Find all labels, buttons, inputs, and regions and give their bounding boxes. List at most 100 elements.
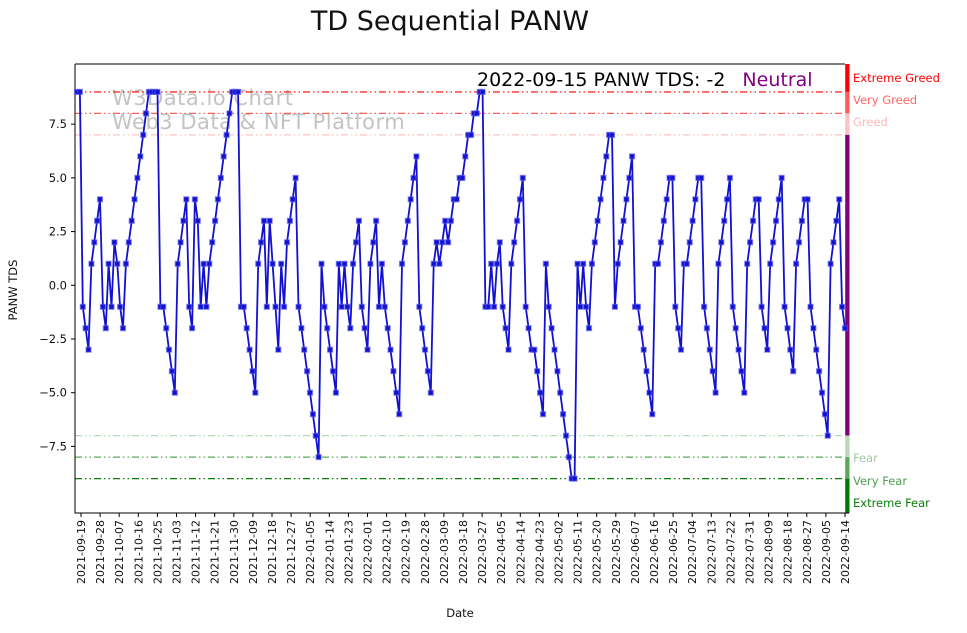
data-point-marker (692, 196, 699, 203)
data-point-marker (421, 346, 429, 353)
x-tick-label: 2021-11-30 (228, 520, 241, 584)
data-point-marker (430, 260, 437, 267)
x-axis-label: Date (446, 606, 474, 620)
data-point-marker (721, 217, 728, 224)
data-point-marker (813, 346, 820, 353)
x-tick-label: 2022-08-18 (782, 520, 795, 584)
x-tick-label: 2022-07-31 (744, 520, 757, 584)
zone-label-extreme-fear: Extreme Fear (853, 496, 930, 510)
data-point-marker (341, 260, 348, 267)
data-point-marker (514, 217, 521, 224)
data-point-marker (617, 239, 624, 246)
data-point-marker (747, 239, 754, 246)
data-point-marker (309, 411, 317, 418)
axes-spines (74, 63, 849, 514)
x-tick-label: 2022-08-09 (763, 520, 776, 584)
data-point-marker (496, 239, 503, 246)
data-point-marker (364, 346, 371, 353)
data-point-marker (180, 217, 187, 224)
data-point-marker (315, 454, 322, 461)
data-point-marker (534, 368, 541, 375)
x-tick-label: 2022-07-22 (724, 520, 737, 584)
data-point-marker (168, 368, 176, 375)
data-point-marker (286, 217, 294, 224)
data-point-marker (122, 260, 130, 267)
y-tick-label: 7.5 (49, 117, 67, 131)
data-point-marker (79, 303, 86, 310)
sentiment-bar-zone (845, 91, 850, 114)
data-point-marker (620, 217, 627, 224)
x-tick-label: 2022-05-29 (610, 520, 623, 584)
data-point-marker (102, 325, 109, 332)
data-point-marker (260, 217, 268, 224)
x-tick-label: 2021-12-18 (266, 520, 279, 584)
data-point-marker (234, 88, 242, 96)
data-point-marker (197, 303, 204, 310)
data-point-marker (140, 131, 147, 139)
x-tick-label: 2022-01-23 (342, 520, 355, 584)
data-point-marker (99, 303, 107, 310)
data-point-marker (525, 325, 532, 332)
data-point-marker (255, 260, 262, 267)
data-point-marker (821, 411, 829, 418)
data-point-marker (531, 346, 538, 353)
x-tick-label: 2021-11-21 (209, 520, 222, 584)
data-point-marker (623, 196, 630, 203)
data-point-marker (793, 260, 800, 267)
data-point-marker (335, 260, 342, 267)
data-point-marker (226, 110, 233, 117)
x-tick-label: 2022-03-09 (438, 520, 451, 584)
data-point-marker (677, 346, 685, 353)
data-point-marker (729, 303, 736, 310)
data-point-marker (608, 131, 616, 139)
data-point-marker (91, 239, 98, 246)
data-point-marker (709, 368, 716, 375)
sentiment-bar-zone (845, 134, 850, 436)
data-point-marker (744, 260, 751, 267)
data-point-marker (775, 196, 782, 203)
data-point-marker (749, 217, 757, 224)
zone-label-extreme-greed: Extreme Greed (853, 71, 940, 85)
data-point-marker (131, 196, 138, 203)
data-point-marker (252, 389, 259, 396)
watermark-line1: W3Data.io Chart (112, 86, 294, 110)
data-point-marker (367, 260, 374, 267)
data-point-marker (424, 368, 432, 375)
data-point-marker (508, 260, 515, 267)
data-point-marker (404, 217, 411, 224)
data-point-marker (350, 260, 357, 267)
data-point-marker (410, 174, 417, 182)
data-point-marker (807, 303, 814, 310)
data-point-marker (836, 196, 843, 203)
sentiment-bar-zone (845, 64, 850, 92)
data-point-marker (724, 196, 731, 203)
x-tick-label: 2022-06-25 (667, 520, 680, 584)
x-tick-label: 2021-09-19 (75, 520, 88, 584)
data-point-marker (329, 368, 337, 375)
data-point-marker (453, 196, 460, 203)
data-point-marker (767, 260, 774, 267)
data-point-marker (764, 346, 771, 353)
data-point-marker (629, 153, 636, 160)
data-point-marker (401, 239, 409, 246)
x-tick-label: 2022-07-04 (686, 520, 699, 584)
data-point-marker (545, 303, 552, 310)
y-tick-label: 2.5 (49, 225, 67, 239)
data-point-marker (663, 196, 670, 203)
data-point-marker (188, 325, 196, 332)
data-point-marker (778, 174, 785, 182)
data-point-marker (301, 346, 308, 353)
x-tick-label: 2022-02-19 (400, 520, 413, 584)
data-point-marker (263, 303, 270, 310)
data-point-marker (223, 131, 230, 139)
data-point-marker (358, 303, 365, 310)
data-point-marker (462, 153, 469, 160)
data-point-marker (537, 389, 544, 396)
data-point-marker (551, 346, 558, 353)
data-point-marker (643, 368, 650, 375)
x-tick-label: 2021-10-07 (113, 520, 126, 584)
data-point-marker (177, 239, 184, 246)
data-point-marker (473, 110, 480, 117)
y-tick-label: −5.0 (39, 386, 67, 400)
